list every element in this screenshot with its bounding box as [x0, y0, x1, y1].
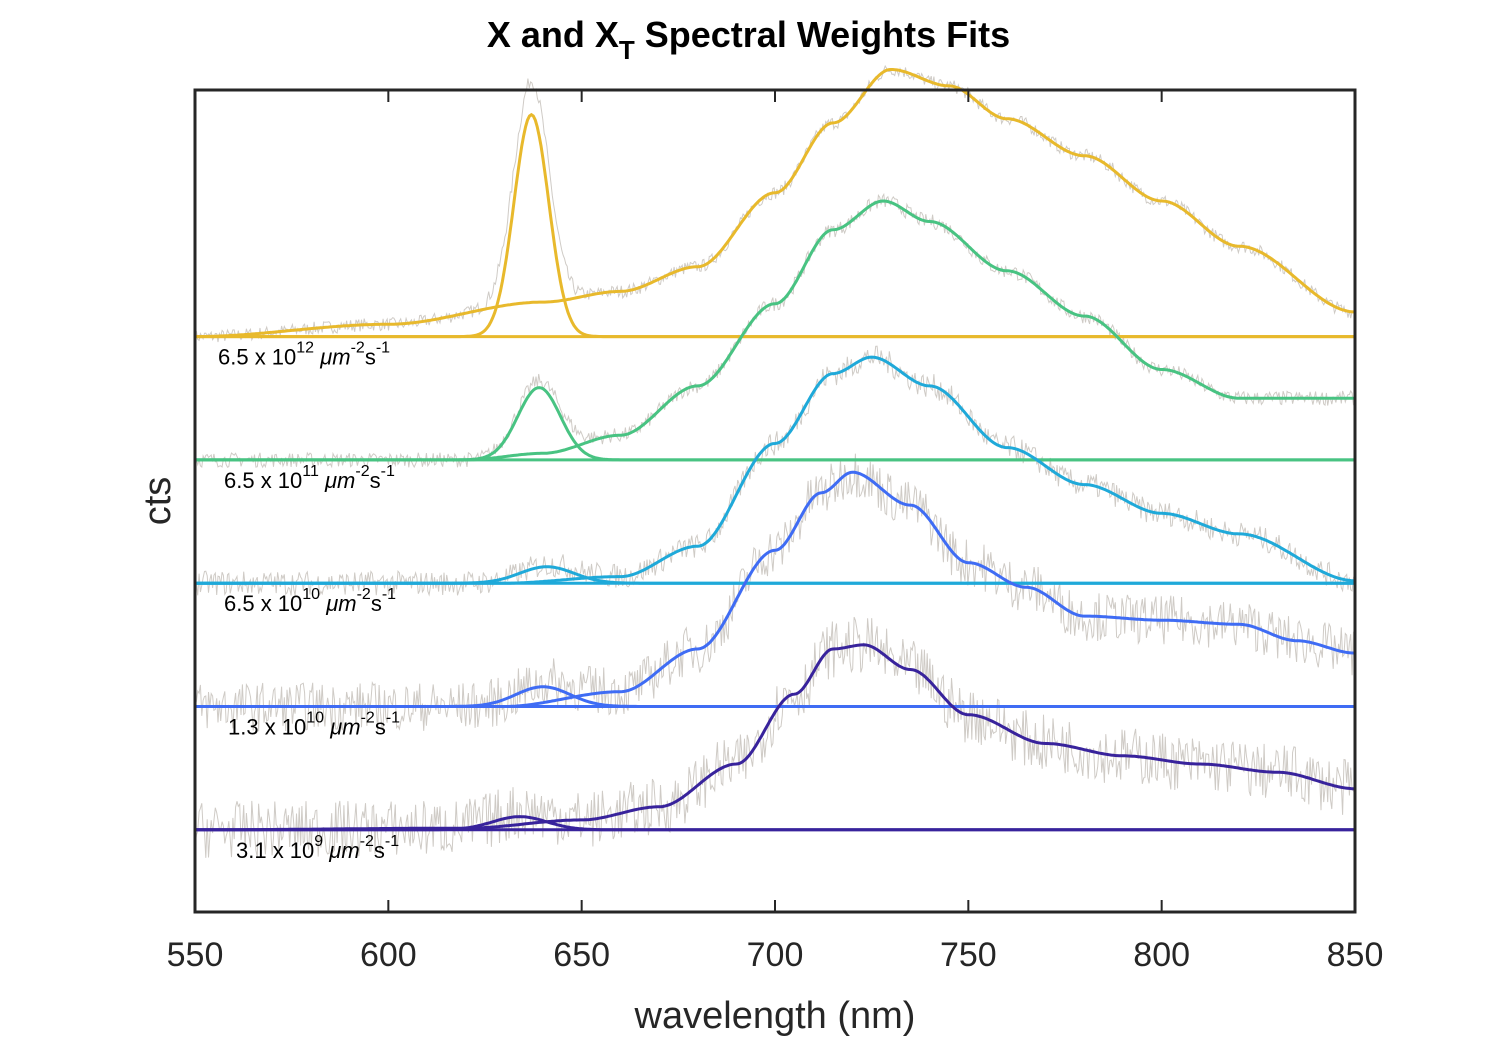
y-axis-label: cts: [137, 477, 179, 526]
x-tick-label-600: 600: [360, 936, 417, 974]
axes-frame: [193, 88, 1357, 914]
xt-broad-fit-4: [195, 470, 1356, 708]
xt-broad-fit-2: [195, 199, 1355, 462]
series-label-4: 1.3 x 1010 μm-2s-1: [228, 710, 400, 740]
x-tick-label-800: 800: [1133, 936, 1190, 974]
measured-data-layer: [194, 64, 1356, 858]
xt-broad-fit-1: [195, 68, 1355, 339]
xt-broad-fit-5: [195, 643, 1355, 832]
measured-trace-4: [194, 453, 1356, 732]
fit-curves-layer: [195, 68, 1356, 832]
x-tick-label-700: 700: [747, 936, 804, 974]
xt-broad-fit-3: [195, 355, 1355, 585]
measured-trace-3: [194, 345, 1355, 597]
x-tick-label-850: 850: [1327, 936, 1384, 974]
x-tick-label-750: 750: [940, 936, 997, 974]
series-label-2: 6.5 x 1011 μm-2s-1: [224, 463, 395, 493]
x-peak-fit-1: [195, 112, 1355, 339]
x-ticks-layer: 550 600 650 700 750 800 850: [167, 90, 1384, 974]
series-label-5: 3.1 x 109 μm-2s-1: [236, 833, 399, 863]
series-labels-layer: 6.5 x 1012 μm-2s-1 6.5 x 1011 μm-2s-1 6.5 …: [218, 340, 400, 863]
series-label-1: 6.5 x 1012 μm-2s-1: [218, 340, 390, 370]
series-label-3: 6.5 x 1010 μm-2s-1: [224, 586, 396, 616]
x-tick-label-550: 550: [167, 936, 224, 974]
chart-title: X and XT Spectral Weights Fits: [486, 14, 1011, 66]
x-axis-label: wavelength (nm): [634, 995, 916, 1037]
measured-trace-2: [194, 192, 1356, 469]
measured-trace-5: [194, 616, 1356, 858]
x-tick-label-650: 650: [553, 936, 610, 974]
